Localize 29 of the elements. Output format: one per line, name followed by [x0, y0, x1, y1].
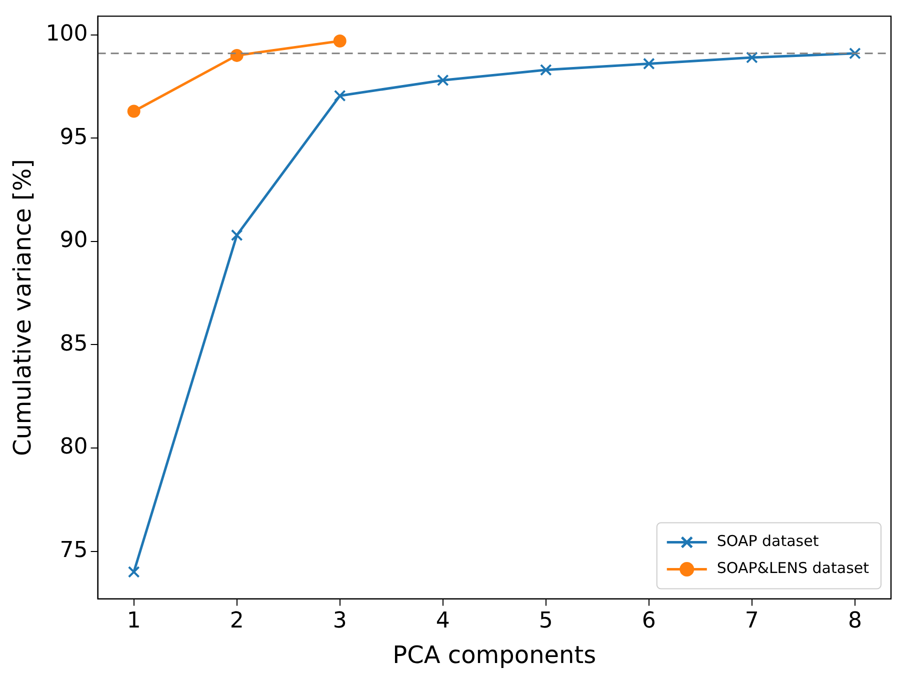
legend-label: SOAP dataset	[716, 532, 819, 550]
x-tick-label: 5	[538, 608, 553, 634]
point	[540, 64, 552, 76]
point	[127, 104, 140, 118]
point	[848, 47, 861, 60]
point	[746, 52, 758, 64]
y-axis-title: Cumulative variance [%]	[8, 158, 37, 456]
x-tick-label: 2	[230, 608, 244, 634]
y-tick-label: 100	[46, 22, 88, 47]
point	[128, 566, 140, 578]
y-tick-label: 95	[60, 124, 88, 150]
x-axis-title: PCA components	[392, 640, 596, 669]
y-tick-label: 80	[60, 434, 88, 460]
x-tick-label: 8	[848, 608, 862, 634]
point	[333, 34, 346, 48]
legend-label: SOAP&LENS dataset	[716, 559, 870, 578]
x-tick-label: 6	[642, 608, 656, 634]
x-tick-label: 4	[436, 608, 450, 634]
y-tick-label: 75	[60, 538, 88, 563]
point	[436, 74, 449, 86]
point	[230, 48, 244, 62]
x-tick-label: 7	[744, 608, 759, 634]
point	[230, 229, 243, 242]
y-tick-label: 90	[60, 228, 88, 254]
point	[642, 58, 655, 70]
x-tick-label: 1	[126, 608, 141, 634]
y-tick-label: 85	[60, 331, 88, 356]
x-tick-label: 3	[332, 608, 347, 634]
point	[334, 90, 346, 102]
